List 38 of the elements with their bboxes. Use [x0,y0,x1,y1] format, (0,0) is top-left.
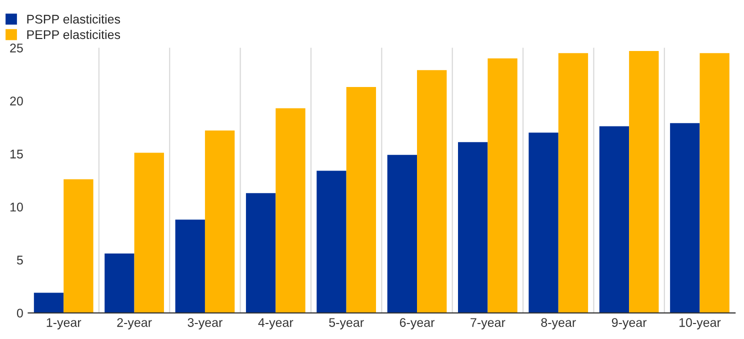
legend-label: PSPP elasticities [27,14,120,24]
bar [134,152,164,313]
bar [700,53,730,313]
bar [417,70,447,313]
x-tick-label: 7-year [470,318,506,330]
x-tick-label: 1-year [46,318,82,330]
bar [670,123,700,313]
bar [558,53,588,313]
x-tick-label: 2-year [117,318,152,330]
legend-label: PEPP elasticities [27,30,120,40]
x-tick-label: 5-year [329,318,364,330]
bar [528,132,558,313]
y-tick-label: 0 [16,308,23,318]
bar [387,154,418,313]
bar [246,193,276,313]
x-tick-label: 9-year [612,318,647,330]
y-tick-label: 5 [16,256,23,265]
x-tick-label: 6-year [400,318,435,330]
y-tick-label: 10 [10,202,23,212]
y-tick-label: 15 [10,150,23,158]
bar [204,130,235,313]
x-tick-label: 4-year [258,318,294,330]
bar [316,170,346,313]
y-tick-label: 20 [10,96,23,106]
bar [104,254,134,313]
bar [458,142,488,313]
bar [34,292,64,313]
bar [64,179,94,313]
bar [488,58,518,313]
bar [629,50,659,313]
x-tick-label: 3-year [188,318,222,330]
bar [175,220,205,313]
bar [276,108,306,313]
bar [346,87,376,313]
bar [599,126,630,313]
y-tick-label: 25 [10,44,23,52]
x-tick-label: 8-year [541,318,576,330]
x-tick-label: 10-year [679,318,721,330]
